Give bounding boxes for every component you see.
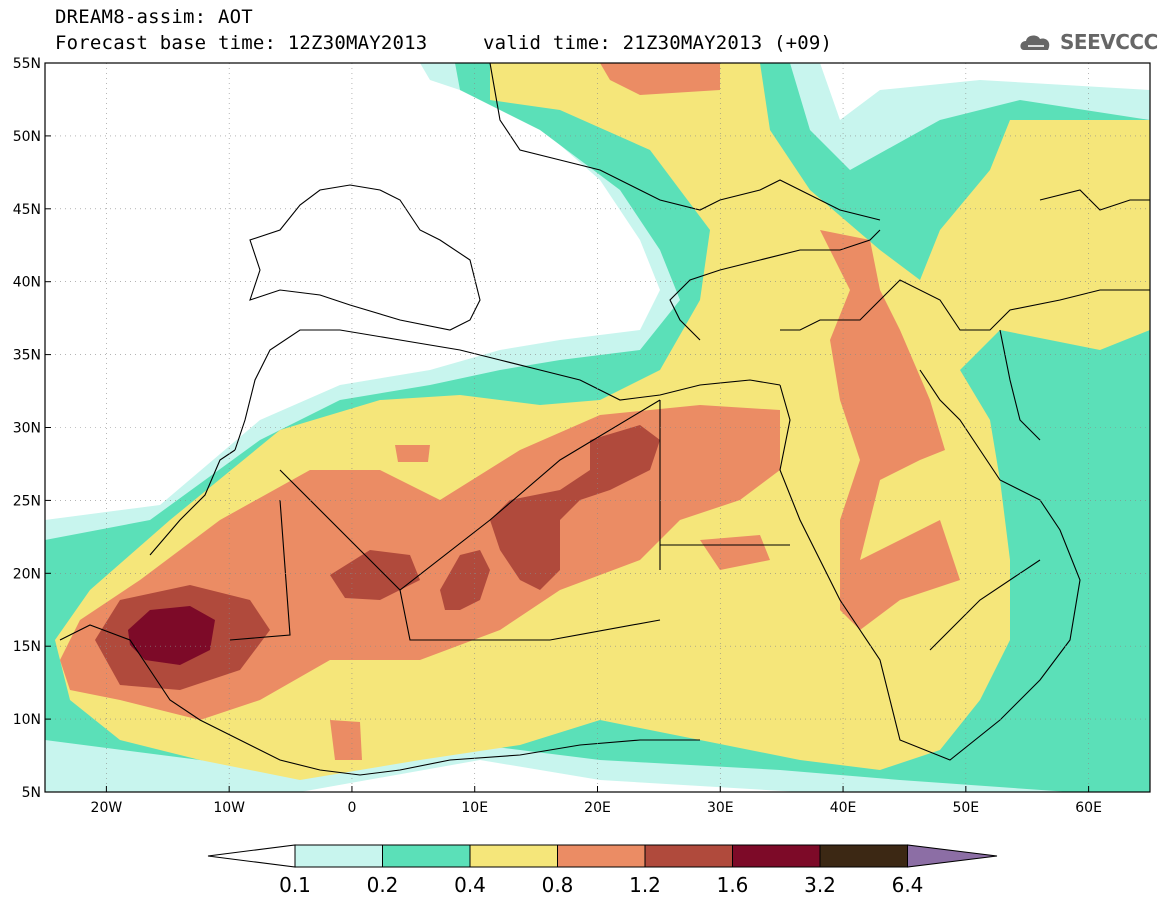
colorbar-swatch <box>557 844 646 868</box>
aot-contour-fill <box>45 63 1150 792</box>
colorbar-label: 0.2 <box>366 873 399 897</box>
lon-tick-label: 20W <box>91 800 123 816</box>
colorbar-label: 0.8 <box>541 873 574 897</box>
lon-tick-label: 50E <box>952 800 979 816</box>
colorbar-label: 1.6 <box>716 873 749 897</box>
colorbar-label: 1.2 <box>629 873 661 897</box>
colorbar-label: 3.2 <box>804 873 836 897</box>
colorbar-swatch <box>469 844 558 868</box>
forecast-base-time: Forecast base time: 12Z30MAY2013 <box>55 32 428 54</box>
lat-tick-label: 45N <box>13 202 41 218</box>
colorbar-swatch <box>382 844 471 868</box>
coastlines-borders <box>59 63 1150 776</box>
colorbar-under-arrow <box>207 844 296 868</box>
lon-tick-label: 10E <box>461 800 488 816</box>
lon-tick-label: 20E <box>584 800 611 816</box>
colorbar-label: 0.1 <box>279 873 311 897</box>
lon-tick-label: 40E <box>830 800 857 816</box>
lat-tick-label: 50N <box>13 129 41 145</box>
lat-tick-label: 35N <box>13 348 41 364</box>
colorbar-swatch <box>294 844 383 868</box>
map-title: DREAM8-assim: AOT <box>55 6 253 28</box>
cloud-logo-icon <box>1020 35 1050 50</box>
lat-tick-label: 5N <box>22 785 41 801</box>
colorbar-swatch <box>644 844 733 868</box>
lon-tick-label: 0 <box>347 800 356 816</box>
logo-text: SEEVCCC <box>1060 30 1158 54</box>
lon-tick-label: 10W <box>213 800 245 816</box>
lat-tick-label: 20N <box>13 566 41 582</box>
lat-tick-label: 15N <box>13 639 41 655</box>
colorbar-swatch <box>819 844 908 868</box>
lat-tick-label: 25N <box>13 493 41 509</box>
lat-tick-label: 10N <box>13 712 41 728</box>
axis-tick-labels: 20W 10W 0 10E 20E 30E 40E 50E 60E 55N 50N 45N 40N 35N… <box>13 56 1102 816</box>
valid-time: valid time: 21Z30MAY2013 (+09) <box>483 32 833 54</box>
lat-tick-label: 55N <box>13 56 41 72</box>
colorbar-label: 6.4 <box>891 873 924 897</box>
lat-tick-label: 30N <box>13 421 41 437</box>
lat-tick-label: 40N <box>13 275 41 291</box>
colorbar-label: 0.4 <box>454 873 486 897</box>
colorbar-over-arrow <box>907 844 998 868</box>
lon-tick-label: 30E <box>707 800 734 816</box>
lon-tick-label: 60E <box>1075 800 1102 816</box>
colorbar-swatch <box>732 844 821 868</box>
colorbar <box>207 844 998 868</box>
